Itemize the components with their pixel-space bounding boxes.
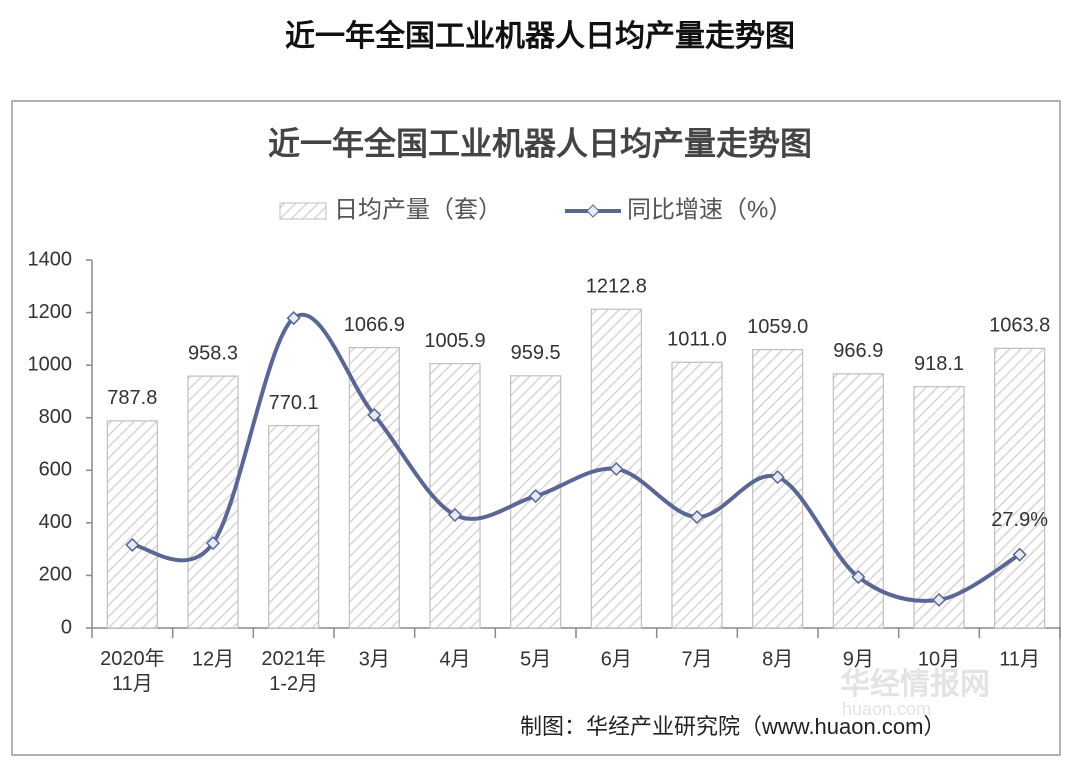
y-tick-label: 800 — [39, 406, 72, 428]
y-tick-label: 1400 — [28, 248, 73, 270]
line-marker — [770, 470, 785, 485]
line-marker — [1012, 547, 1027, 562]
legend-swatch — [279, 202, 327, 220]
y-tick-label: 1200 — [28, 301, 73, 323]
bar — [671, 361, 723, 629]
y-tick-label: 400 — [39, 511, 72, 533]
data-label: 770.1 — [269, 392, 319, 414]
x-tick-label: 6月 — [601, 648, 632, 670]
x-tick-label: 2021年 1-2月 — [261, 647, 326, 695]
line-marker — [851, 569, 866, 585]
line-marker — [205, 536, 221, 551]
x-tick-label: 5月 — [520, 648, 551, 670]
y-tick-label: 600 — [39, 459, 72, 481]
legend-label: 日均产量（套） — [334, 196, 502, 223]
x-tick-label: 11月 — [999, 648, 1040, 670]
x-tick-label: 10月 — [918, 648, 960, 670]
x-tick-label: 7月 — [681, 648, 712, 670]
line-marker — [689, 510, 705, 525]
source-note: 制图：华经产业研究院（www.huaon.com） — [520, 714, 945, 739]
line-marker — [447, 507, 463, 523]
bar — [994, 347, 1046, 629]
legend-swatch — [586, 204, 600, 218]
x-tick-label: 9月 — [843, 648, 874, 670]
chart-title: 近一年全国工业机器人日均产量走势图 — [268, 125, 812, 161]
line-marker — [528, 488, 543, 504]
bar — [913, 386, 965, 629]
legend-label: 同比增速（%） — [627, 196, 792, 223]
y-tick-label: 200 — [39, 564, 72, 586]
line-marker — [367, 408, 382, 423]
x-tick-label: 4月 — [439, 648, 470, 670]
y-tick-label: 0 — [61, 616, 72, 638]
data-label: 1005.9 — [424, 330, 485, 352]
x-tick-label: 3月 — [359, 648, 390, 670]
x-tick-label: 2020年 11月 — [100, 647, 165, 695]
x-tick-label: 8月 — [762, 648, 793, 670]
bar — [106, 420, 158, 629]
line-marker — [931, 592, 947, 607]
data-label: 959.5 — [511, 342, 561, 364]
data-label: 1066.9 — [344, 314, 405, 336]
page-title: 近一年全国工业机器人日均产量走势图 — [285, 19, 795, 53]
y-tick-label: 1000 — [28, 353, 73, 375]
bar — [429, 362, 481, 629]
data-label: 966.9 — [833, 340, 883, 362]
data-label: 27.9% — [991, 509, 1048, 531]
watermark: huaon.com — [842, 699, 931, 719]
line-marker — [286, 311, 301, 326]
data-label: 918.1 — [914, 353, 964, 375]
line-marker — [125, 537, 140, 552]
bar — [268, 424, 320, 629]
data-label: 1011.0 — [667, 329, 727, 351]
data-label: 1063.8 — [989, 315, 1050, 337]
data-label: 787.8 — [107, 387, 157, 409]
line-marker — [609, 461, 624, 477]
data-label: 1212.8 — [586, 275, 647, 297]
bar — [348, 346, 400, 629]
data-label: 958.3 — [188, 342, 238, 364]
x-tick-label: 12月 — [192, 648, 234, 670]
data-label: 1059.0 — [747, 316, 808, 338]
watermark: 华经情报网 — [840, 667, 990, 701]
